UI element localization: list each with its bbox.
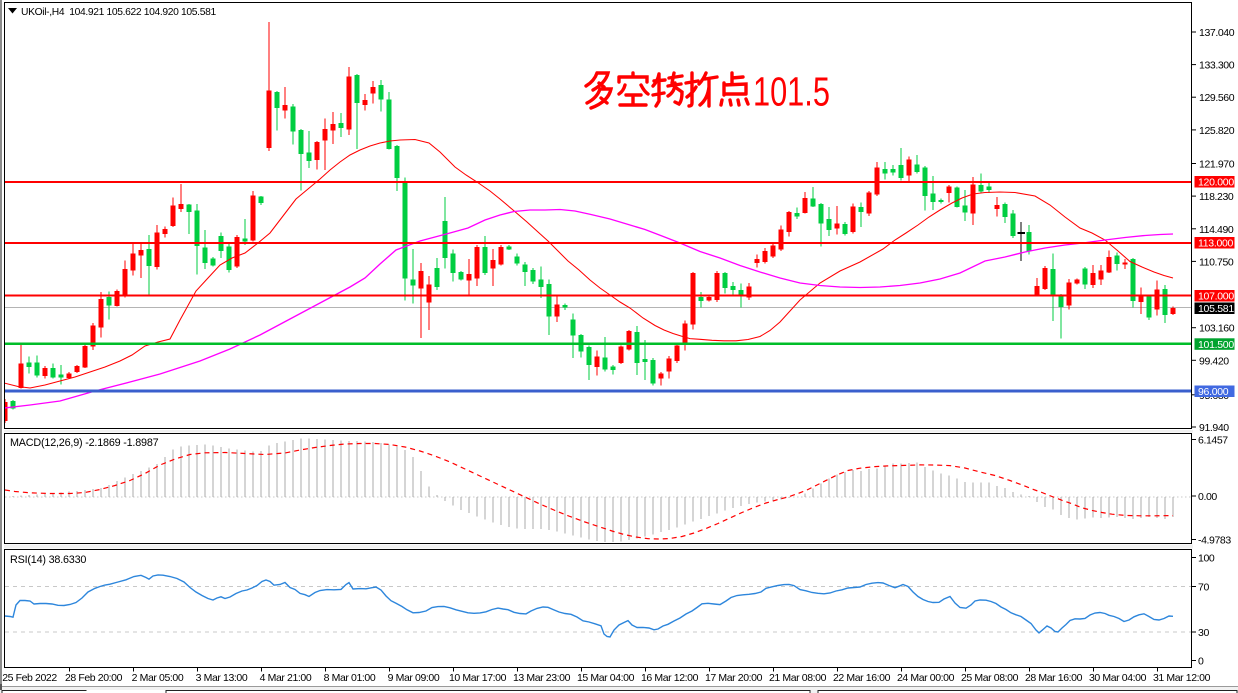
svg-text:114.490: 114.490: [1199, 224, 1234, 236]
svg-text:103.160: 103.160: [1199, 323, 1235, 335]
svg-text:137.040: 137.040: [1199, 27, 1235, 39]
svg-text:22 Mar 16:00: 22 Mar 16:00: [833, 672, 891, 684]
svg-text:8 Mar 01:00: 8 Mar 01:00: [324, 672, 376, 684]
svg-text:120.000: 120.000: [1198, 177, 1234, 189]
svg-text:30: 30: [1198, 627, 1209, 639]
svg-text:13 Mar 23:00: 13 Mar 23:00: [513, 672, 571, 684]
svg-text:16 Mar 12:00: 16 Mar 12:00: [641, 672, 699, 684]
svg-text:99.420: 99.420: [1199, 355, 1229, 367]
svg-text:107.000: 107.000: [1198, 291, 1234, 303]
svg-text:30 Mar 04:00: 30 Mar 04:00: [1089, 672, 1147, 684]
svg-text:24 Mar 00:00: 24 Mar 00:00: [897, 672, 955, 684]
svg-text:6.1457: 6.1457: [1198, 435, 1228, 447]
svg-text:129.560: 129.560: [1199, 92, 1235, 104]
svg-text:110.750: 110.750: [1199, 256, 1234, 268]
svg-text:91.940: 91.940: [1199, 422, 1229, 434]
svg-text:-4.9783: -4.9783: [1198, 535, 1231, 547]
svg-text:100: 100: [1198, 553, 1215, 565]
svg-text:101.500: 101.500: [1198, 339, 1234, 351]
svg-text:28 Feb 20:00: 28 Feb 20:00: [65, 672, 123, 684]
svg-text:70: 70: [1198, 582, 1209, 594]
svg-text:MACD(12,26,9) -2.1869 -1.8987: MACD(12,26,9) -2.1869 -1.8987: [10, 437, 159, 449]
svg-text:0.00: 0.00: [1198, 491, 1217, 503]
svg-text:25 Feb 2022: 25 Feb 2022: [2, 672, 57, 684]
svg-text:118.230: 118.230: [1199, 191, 1234, 203]
svg-text:96.000: 96.000: [1198, 386, 1229, 398]
svg-text:2 Mar 05:00: 2 Mar 05:00: [132, 672, 184, 684]
svg-text:17 Mar 20:00: 17 Mar 20:00: [705, 672, 763, 684]
svg-text:28 Mar 16:00: 28 Mar 16:00: [1025, 672, 1083, 684]
svg-text:3 Mar 13:00: 3 Mar 13:00: [196, 672, 248, 684]
svg-text:133.300: 133.300: [1199, 60, 1235, 72]
svg-text:15 Mar 04:00: 15 Mar 04:00: [577, 672, 635, 684]
svg-text:101.5: 101.5: [753, 68, 830, 114]
svg-text:31 Mar 12:00: 31 Mar 12:00: [1153, 672, 1211, 684]
svg-text:RSI(14) 38.6330: RSI(14) 38.6330: [10, 554, 86, 566]
svg-text:4 Mar 21:00: 4 Mar 21:00: [260, 672, 312, 684]
svg-text:UKOil-,H4 104.921 105.622 104: UKOil-,H4 104.921 105.622 104.920 105.58…: [21, 7, 216, 18]
svg-text:10 Mar 17:00: 10 Mar 17:00: [449, 672, 507, 684]
svg-text:21 Mar 08:00: 21 Mar 08:00: [769, 672, 827, 684]
svg-text:9 Mar 09:00: 9 Mar 09:00: [388, 672, 440, 684]
svg-text:0: 0: [1198, 656, 1204, 668]
svg-text:113.000: 113.000: [1198, 238, 1234, 250]
svg-text:105.581: 105.581: [1198, 303, 1234, 315]
svg-text:125.820: 125.820: [1199, 125, 1235, 137]
svg-text:121.970: 121.970: [1199, 159, 1235, 171]
svg-text:25 Mar 08:00: 25 Mar 08:00: [961, 672, 1019, 684]
